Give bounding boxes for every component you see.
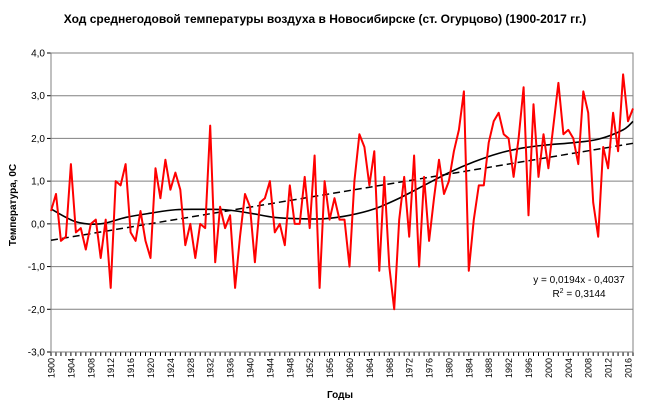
x-tick-label: 1936 [226, 358, 236, 378]
r-squared: R2 = 0,3144 [552, 288, 606, 300]
x-tick-label: 1912 [106, 358, 116, 378]
y-tick-label: -2,0 [28, 305, 46, 316]
x-tick-label: 1960 [345, 358, 355, 378]
x-axis-label: Годы [327, 390, 353, 401]
x-tick-label: 1944 [265, 358, 275, 378]
x-tick-label: 2016 [624, 358, 634, 378]
y-tick-label: 0,0 [31, 219, 45, 230]
x-tick-label: 2012 [604, 358, 614, 378]
x-tick-label: 1928 [186, 358, 196, 378]
y-tick-label: -3,0 [28, 348, 46, 359]
y-tick-label: 3,0 [31, 91, 45, 102]
x-tick-label: 1972 [405, 358, 415, 378]
x-tick-label: 1980 [444, 358, 454, 378]
x-axis-ticks: 1900 1904 1908 1912 1916 1920 1924 1928 1932 1936… [47, 352, 634, 378]
x-tick-label: 1932 [206, 358, 216, 378]
x-tick-label: 1900 [47, 358, 57, 378]
x-tick-label: 1968 [385, 358, 395, 378]
x-tick-label: 1964 [365, 358, 375, 378]
x-tick-label: 2000 [544, 358, 554, 378]
x-tick-label: 1984 [464, 358, 474, 378]
y-axis-ticks: -3,0 -2,0 -1,0 0,0 1,0 2,0 3,0 4,0 [28, 49, 51, 359]
x-tick-label: 1996 [524, 358, 534, 378]
plot-area-border [50, 52, 634, 353]
x-tick-label: 1992 [504, 358, 514, 378]
y-tick-label: 2,0 [31, 134, 45, 145]
grid-lines [51, 52, 633, 353]
x-tick-label: 1976 [425, 358, 435, 378]
x-tick-label: 1948 [285, 358, 295, 378]
x-tick-label: 1916 [126, 358, 136, 378]
x-tick-label: 1924 [166, 358, 176, 378]
x-tick-label: 1940 [245, 358, 255, 378]
y-tick-label: 4,0 [31, 49, 45, 60]
x-tick-label: 1988 [484, 358, 494, 378]
x-tick-label: 1908 [86, 358, 96, 378]
polynomial-trend-line [50, 120, 634, 225]
y-tick-label: -1,0 [28, 262, 46, 273]
y-axis-label: Температура, 0С [8, 164, 19, 246]
x-tick-label: 2004 [564, 358, 574, 378]
temperature-series-line [50, 73, 634, 311]
x-tick-label: 2008 [584, 358, 594, 378]
x-tick-label: 1920 [146, 358, 156, 378]
x-tick-label: 1952 [305, 358, 315, 378]
y-tick-label: 1,0 [31, 177, 45, 188]
x-tick-label: 1904 [66, 358, 76, 378]
x-tick-label: 1956 [325, 358, 335, 378]
trend-equation: y = 0,0194x - 0,4037 [533, 275, 625, 286]
chart-title: Ход среднегодовой температуры воздуха в … [64, 12, 587, 26]
